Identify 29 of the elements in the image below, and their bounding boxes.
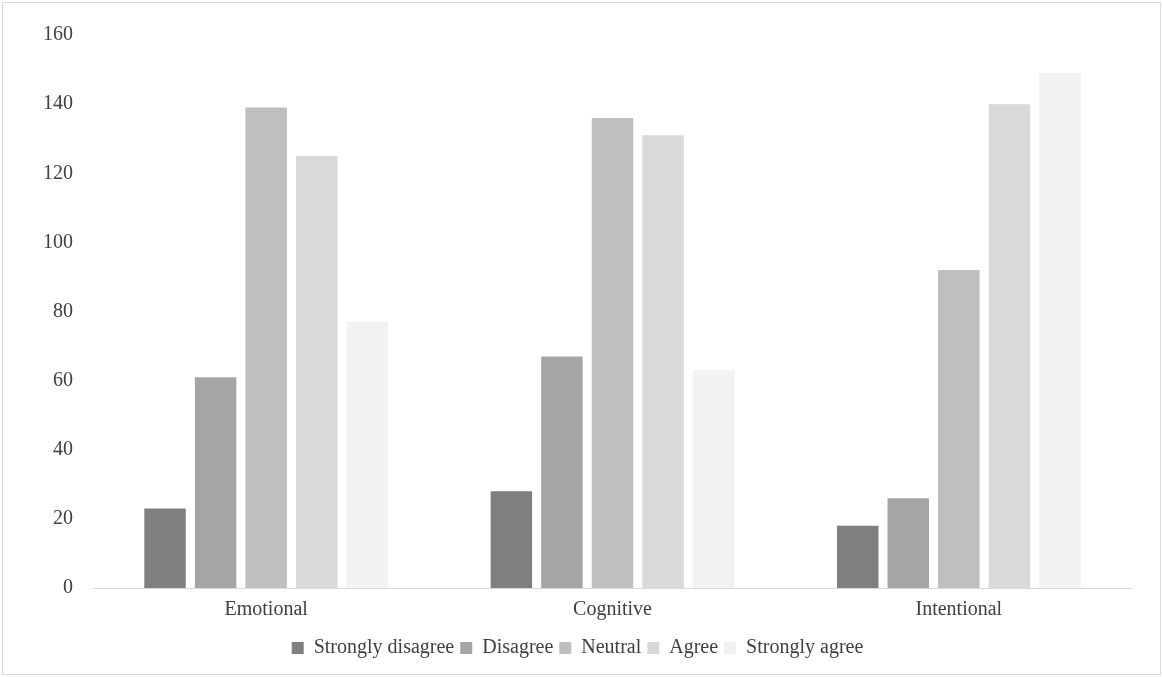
- y-tick-label: 100: [43, 229, 73, 252]
- bar: [692, 370, 735, 588]
- x-tick-label: Intentional: [915, 597, 1003, 620]
- y-tick-label: 40: [53, 437, 73, 459]
- bar: [938, 270, 980, 588]
- legend-label: Strongly agree: [746, 635, 864, 659]
- bar: [836, 525, 879, 588]
- legend-label: Disagree: [482, 635, 554, 659]
- x-tick-label: Cognitive: [573, 597, 653, 621]
- x-tick-label: Emotional: [224, 597, 309, 620]
- bar: [541, 356, 583, 588]
- y-tick-label: 160: [43, 22, 73, 45]
- legend-label: Strongly disagree: [313, 635, 455, 659]
- bar: [591, 117, 634, 588]
- y-tick-label: 0: [63, 575, 73, 598]
- bar: [144, 508, 186, 588]
- bar: [346, 321, 389, 588]
- bar: [194, 377, 237, 588]
- legend-label: Agree: [669, 635, 719, 659]
- legend-label: Neutral: [581, 635, 642, 658]
- bar: [887, 498, 929, 588]
- y-tick-label: 60: [53, 367, 73, 390]
- bar: [1039, 73, 1081, 588]
- bar: [245, 107, 287, 588]
- y-tick-label: 140: [43, 91, 73, 114]
- bar: [490, 491, 533, 588]
- y-tick-label: 20: [53, 506, 73, 529]
- y-tick-label: 80: [53, 298, 73, 321]
- y-tick-label: 120: [43, 160, 73, 183]
